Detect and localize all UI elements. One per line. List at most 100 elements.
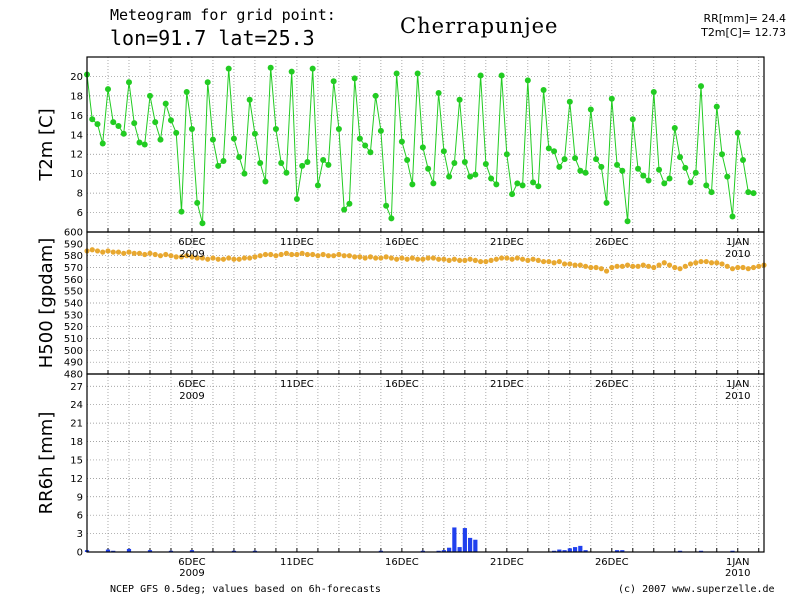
h500-point	[551, 260, 557, 266]
rr6h-bar	[698, 550, 704, 552]
y-tick-label: 16	[70, 111, 83, 122]
h500-point	[184, 253, 190, 259]
h500-point	[199, 255, 206, 261]
t2m-point	[330, 78, 337, 85]
t2m-point	[530, 179, 537, 186]
temperature-mean: T2m[C]= 12.73	[701, 26, 786, 39]
rr6h-bar	[730, 550, 735, 552]
t2m-point	[614, 161, 621, 168]
h500-point	[493, 256, 499, 262]
rr6h-bar	[551, 550, 557, 552]
t2m-point	[351, 75, 358, 82]
t2m-point	[272, 125, 279, 132]
precipitation-total: RR[mm]= 24.4	[703, 12, 786, 25]
h500-point	[268, 251, 274, 258]
h500-point	[509, 256, 515, 262]
h500-point	[178, 254, 185, 260]
h500-point	[362, 255, 368, 261]
t2m-point	[582, 169, 589, 176]
h500-point	[535, 257, 541, 263]
y-tick-label: 0	[77, 548, 83, 559]
rr6h-bar	[147, 550, 153, 552]
t2m-point	[94, 121, 101, 128]
t2m-point	[577, 167, 584, 174]
t2m-point	[320, 157, 327, 164]
h500-point	[115, 249, 122, 255]
t2m-point	[472, 171, 479, 178]
h500-point	[614, 263, 620, 269]
rr6h-bar	[562, 550, 567, 552]
h500-point	[687, 261, 694, 267]
y-tick-label: 590	[64, 239, 83, 250]
y-tick-label: 500	[64, 346, 83, 357]
h500-point	[168, 253, 174, 259]
h500-point	[724, 263, 730, 269]
h500-point	[514, 255, 520, 261]
t2m-point	[115, 123, 122, 130]
h500-point	[331, 253, 337, 259]
t2m-point	[566, 98, 573, 105]
t2m-point	[430, 180, 437, 187]
meteogram-title: Meteogram for grid point:	[110, 6, 336, 24]
x-tick-label: 16DEC	[385, 557, 419, 568]
h500-point	[714, 260, 720, 266]
y-tick-label: 10	[70, 169, 83, 180]
y-axis-label: H500 [gpdam]	[36, 238, 57, 369]
h500-point	[383, 254, 389, 260]
x-tick-label: 11DEC	[280, 379, 314, 390]
y-tick-label: 12	[70, 474, 83, 485]
x-tick-year-label: 2009	[179, 391, 204, 402]
h500-point	[110, 249, 116, 255]
t2m-point	[661, 180, 668, 187]
t2m-point	[656, 166, 663, 173]
y-axis-label: RR6h [mm]	[36, 412, 57, 515]
t2m-point	[671, 124, 678, 131]
h500-point	[693, 260, 699, 266]
h500-point	[231, 256, 237, 262]
t2m-point	[446, 173, 453, 180]
t2m-point	[435, 89, 442, 96]
y-tick-label: 27	[70, 382, 83, 393]
h500-point	[478, 258, 484, 265]
x-tick-label: 26DEC	[595, 557, 629, 568]
h500-point	[603, 268, 610, 274]
x-tick-year-label: 2010	[725, 568, 750, 579]
t2m-point	[724, 173, 731, 180]
h500-point	[483, 258, 489, 265]
t2m-point	[335, 125, 342, 132]
h500-point	[252, 254, 258, 260]
rr6h-bar	[677, 550, 683, 552]
t2m-point	[519, 182, 526, 189]
h500-point	[294, 251, 300, 258]
t2m-point	[372, 92, 379, 99]
y-tick-label: 570	[64, 263, 83, 274]
h500-point	[173, 254, 179, 260]
h500-point	[698, 258, 704, 265]
t2m-point	[682, 164, 689, 171]
h500-point	[446, 257, 452, 263]
t2m-point	[603, 199, 610, 206]
x-tick-label: 11DEC	[280, 557, 314, 568]
x-tick-label: 6DEC	[178, 379, 205, 390]
h500-point	[346, 253, 353, 259]
h500-point	[577, 262, 583, 268]
h500-point	[651, 264, 657, 271]
t2m-point	[703, 182, 710, 189]
x-tick-label: 26DEC	[595, 379, 629, 390]
h500-point	[436, 256, 442, 262]
x-tick-label: 16DEC	[385, 237, 419, 248]
y-axis-label: T2m [C]	[36, 108, 57, 181]
t2m-point	[388, 215, 395, 222]
h500-point	[394, 256, 400, 262]
grid-lines	[86, 57, 764, 552]
x-tick-label: 26DEC	[595, 237, 629, 248]
h500-point	[682, 263, 688, 269]
t2m-point	[120, 130, 127, 137]
h500-point	[299, 250, 305, 256]
t2m-point	[467, 173, 474, 180]
h500-point	[325, 253, 332, 259]
t2m-point	[157, 136, 164, 143]
h500-point	[226, 255, 232, 261]
t2m-point	[629, 116, 636, 123]
t2m-point	[299, 162, 306, 169]
